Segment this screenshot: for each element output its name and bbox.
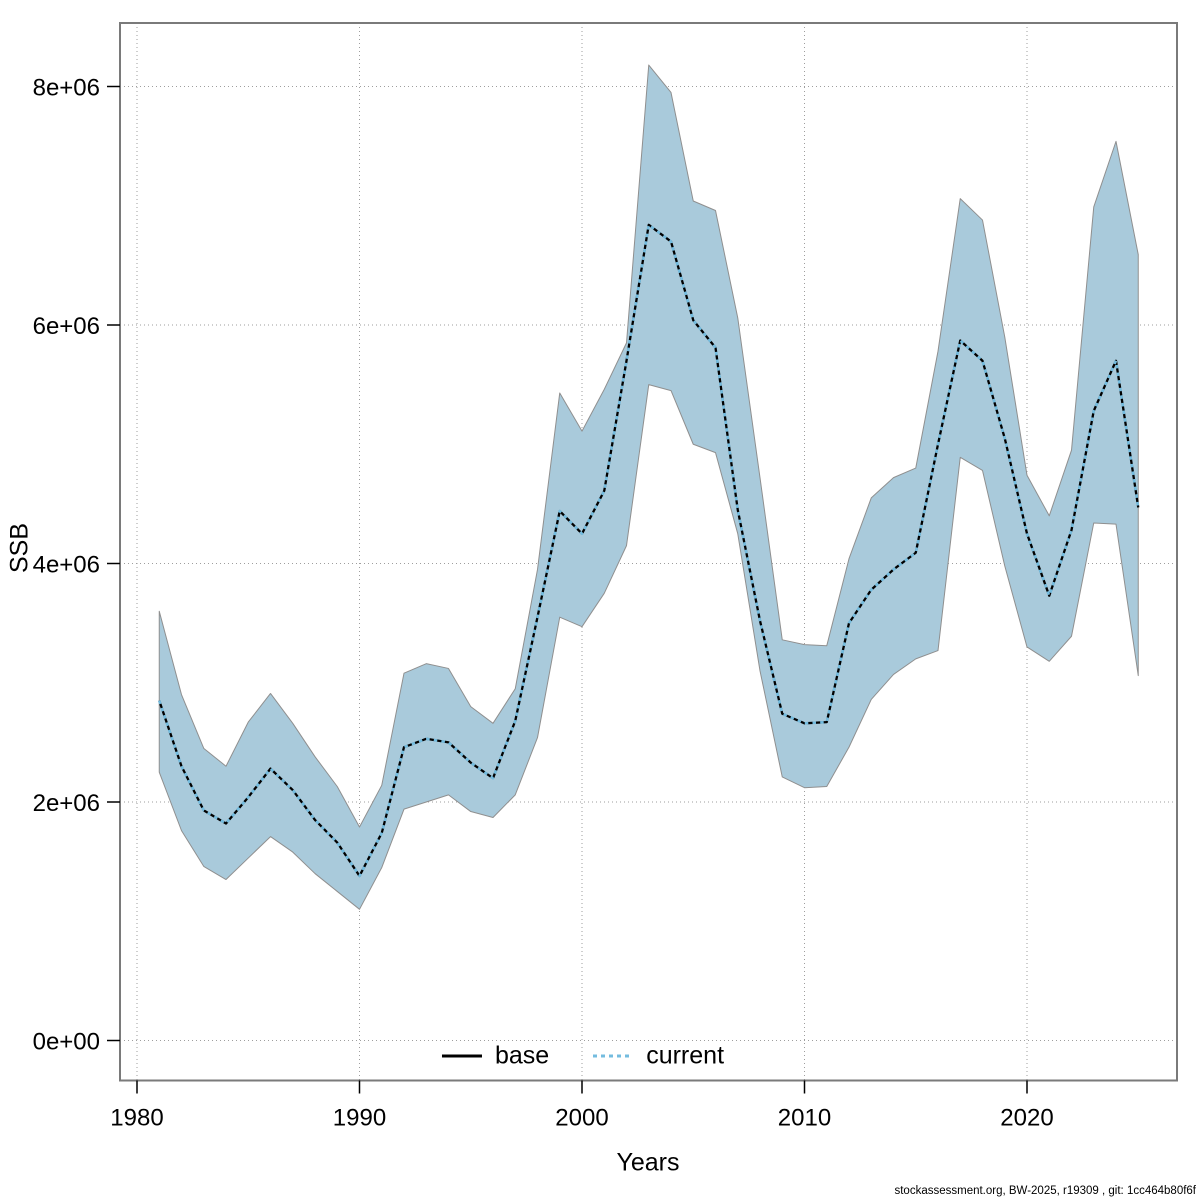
- x-axis-tick-label: 2010: [778, 1105, 831, 1132]
- plot-border: [119, 22, 1178, 1082]
- y-axis-tick-label: 6e+06: [33, 313, 100, 340]
- legend-base-line-sample: [441, 1054, 482, 1058]
- y-axis-tick-label: 8e+06: [33, 75, 100, 102]
- x-axis-tick-label: 1990: [333, 1105, 386, 1132]
- current-series-line: [158, 223, 1140, 878]
- y-axis-title: SSB: [5, 522, 34, 574]
- legend: base current: [441, 1041, 725, 1071]
- footer-attribution: stockassessment.org, BW-2025, r19309 , g…: [894, 1185, 1196, 1197]
- x-axis-title: Years: [616, 1148, 680, 1177]
- y-axis-tick-label: 4e+06: [33, 552, 100, 579]
- legend-current-label: current: [646, 1041, 725, 1070]
- legend-base-label: base: [494, 1041, 550, 1070]
- x-axis-tick-label: 2000: [555, 1105, 608, 1132]
- legend-current-line-sample: [593, 1054, 634, 1058]
- y-axis-tick-label: 2e+06: [33, 790, 100, 817]
- confidence-band: [158, 64, 1139, 910]
- x-axis-tick-label: 1980: [110, 1105, 163, 1132]
- x-axis-tick-label: 2020: [1000, 1105, 1053, 1132]
- y-axis-tick-label: 0e+00: [33, 1029, 100, 1056]
